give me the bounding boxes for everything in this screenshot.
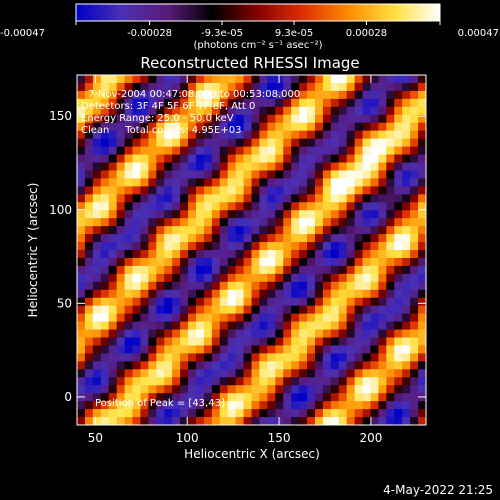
y-axis-label: Heliocentric Y (arcsec) [26, 183, 40, 318]
colorbar-tick-label: -9.3e-05 [201, 28, 243, 39]
colorbar: -0.00047 -0.00028 -9.3e-05 9.3e-05 0.00028 0.… [0, 3, 499, 51]
annotation-detectors: Detectors: 3F 4F 5F 6F 7F 8F, Att 0 [81, 101, 255, 112]
y-tick-label: 100 [49, 203, 72, 217]
colorbar-tick-label: 0.00028 [346, 28, 387, 39]
annotation-energy: Energy Range: 25.0 - 50.0 keV [81, 113, 234, 124]
colorbar-units: (photons cm⁻² s⁻¹ asec⁻²) [193, 40, 322, 51]
chart-title: Reconstructed RHESSI Image [140, 54, 359, 72]
annotation-time: 7-Nov-2004 00:47:08.000 to 00:53:08.000 [88, 89, 300, 100]
x-tick-label: 200 [359, 431, 382, 445]
heatmap-image [77, 75, 426, 425]
plot-area: 50 100 150 200 0 50 100 150 [49, 74, 427, 445]
x-tick-label: 100 [176, 431, 199, 445]
colorbar-tick-label: 0.00047 [458, 28, 499, 39]
footer-date: 4-May-2022 21:25 [383, 483, 493, 497]
colorbar-tick-label: -0.00047 [0, 28, 45, 39]
x-axis-label: Heliocentric X (arcsec) [184, 447, 320, 461]
y-tick-label: 50 [57, 296, 72, 310]
annotations: 7-Nov-2004 00:47:08.000 to 00:53:08.000 … [81, 89, 300, 409]
colorbar-tick-label: -0.00028 [127, 28, 172, 39]
x-tick-label: 150 [268, 431, 291, 445]
x-tick-label: 50 [88, 431, 103, 445]
plot-frame [76, 74, 427, 426]
y-tick-label: 0 [64, 390, 72, 404]
colorbar-tick-label: 9.3e-05 [275, 28, 313, 39]
annotation-counts: Clean Total counts: 4.95E+03 [81, 125, 241, 136]
annotation-peak: Position of Peak = [43,43] [95, 398, 225, 409]
y-tick-label: 150 [49, 109, 72, 123]
